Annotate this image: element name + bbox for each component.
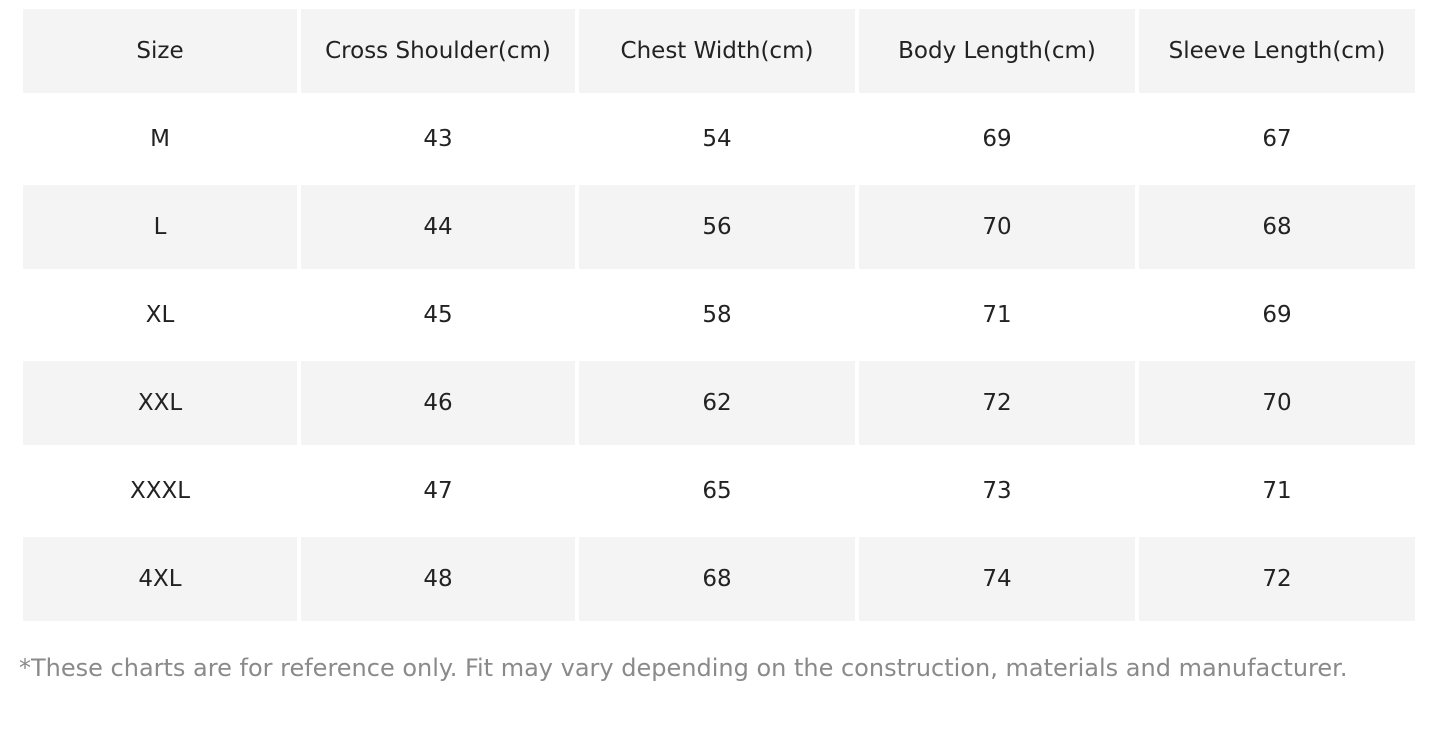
size-cell: XXXL — [23, 449, 297, 533]
value-cell: 73 — [859, 449, 1135, 533]
value-cell: 43 — [301, 97, 575, 181]
value-cell: 65 — [579, 449, 855, 533]
size-cell: XXL — [23, 361, 297, 445]
size-cell: M — [23, 97, 297, 181]
value-cell: 62 — [579, 361, 855, 445]
value-cell: 71 — [859, 273, 1135, 357]
value-cell: 44 — [301, 185, 575, 269]
size-cell: XL — [23, 273, 297, 357]
value-cell: 69 — [1139, 273, 1415, 357]
header-cell: Body Length(cm) — [859, 9, 1135, 93]
header-cell: Sleeve Length(cm) — [1139, 9, 1415, 93]
value-cell: 45 — [301, 273, 575, 357]
value-cell: 69 — [859, 97, 1135, 181]
value-cell: 54 — [579, 97, 855, 181]
value-cell: 68 — [579, 537, 855, 621]
value-cell: 71 — [1139, 449, 1415, 533]
footnote: *These charts are for reference only. Fi… — [19, 654, 1348, 682]
size-cell: L — [23, 185, 297, 269]
value-cell: 68 — [1139, 185, 1415, 269]
value-cell: 47 — [301, 449, 575, 533]
value-cell: 48 — [301, 537, 575, 621]
header-cell: Chest Width(cm) — [579, 9, 855, 93]
value-cell: 70 — [1139, 361, 1415, 445]
size-cell: 4XL — [23, 537, 297, 621]
value-cell: 56 — [579, 185, 855, 269]
value-cell: 70 — [859, 185, 1135, 269]
size-table: Size Cross Shoulder(cm) Chest Width(cm) Bod… — [23, 9, 1415, 621]
header-cell: Cross Shoulder(cm) — [301, 9, 575, 93]
value-cell: 58 — [579, 273, 855, 357]
value-cell: 67 — [1139, 97, 1415, 181]
header-cell: Size — [23, 9, 297, 93]
value-cell: 46 — [301, 361, 575, 445]
value-cell: 74 — [859, 537, 1135, 621]
value-cell: 72 — [1139, 537, 1415, 621]
value-cell: 72 — [859, 361, 1135, 445]
